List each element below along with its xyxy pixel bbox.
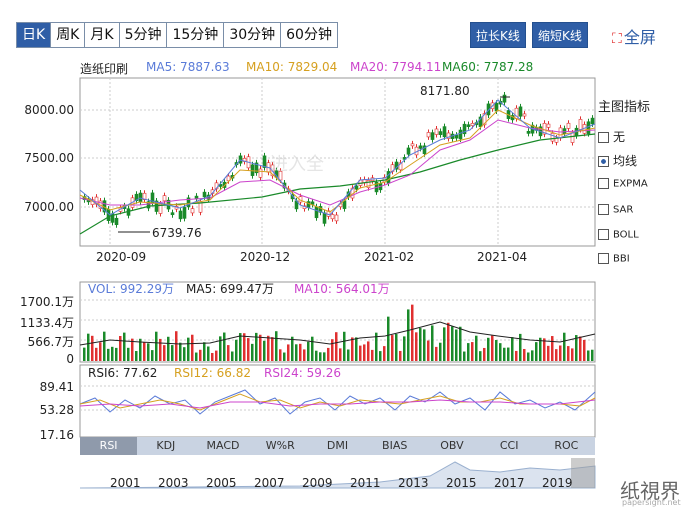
- chart-name: 造纸印刷: [80, 62, 129, 76]
- indicator-panel-title: 主图指标: [598, 100, 651, 115]
- x-tick-2021-02: 2021-02: [364, 250, 415, 264]
- ma60-readout: MA60: 7787.28: [442, 60, 534, 74]
- indicator-option-expma[interactable]: EXPMA: [598, 178, 648, 190]
- fullscreen-icon: ⛶: [612, 31, 622, 47]
- tab-cci[interactable]: CCI: [499, 439, 519, 452]
- rsi-tick-3: 17.16: [39, 428, 74, 442]
- ma20-readout: MA20: 7794.11: [350, 60, 442, 74]
- year-label: 2011: [350, 476, 381, 490]
- checkbox-checked-icon: [598, 156, 609, 167]
- tab-obv[interactable]: OBV: [440, 439, 464, 452]
- option-label: SAR: [613, 204, 634, 216]
- year-label: 2019: [542, 476, 573, 490]
- vol-tick-1: 1700.1万: [20, 295, 74, 309]
- vol-ma10-readout: MA10: 564.01万: [294, 282, 390, 296]
- tab-15min[interactable]: 15分钟: [167, 23, 225, 47]
- rsi24-readout: RSI24: 59.26: [264, 366, 341, 380]
- indicator-option-ma[interactable]: 均线: [598, 152, 637, 169]
- vol-tick-2: 1133.4万: [20, 316, 74, 330]
- stretch-kline-button[interactable]: 拉长K线: [470, 22, 526, 48]
- year-label: 2007: [254, 476, 285, 490]
- checkbox-icon: [598, 204, 609, 215]
- checkbox-icon: [598, 178, 609, 189]
- x-tick-2021-04: 2021-04: [477, 250, 528, 264]
- year-label: 2017: [494, 476, 525, 490]
- vol-readout: VOL: 992.29万: [88, 282, 174, 296]
- option-label: 均线: [613, 154, 638, 168]
- tab-day[interactable]: 日K: [17, 23, 52, 47]
- brand-site: papersight.net: [622, 498, 681, 507]
- checkbox-icon: [598, 229, 609, 240]
- vol-tick-3: 566.7万: [27, 335, 74, 349]
- period-tabs: 日K 周K 月K 5分钟 15分钟 30分钟 60分钟: [16, 22, 338, 48]
- indicator-option-boll[interactable]: BOLL: [598, 229, 639, 241]
- option-label: 无: [613, 130, 626, 144]
- year-label: 2001: [110, 476, 141, 490]
- indicator-tabs: RSI KDJ MACD W%R DMI BIAS OBV CCI ROC: [80, 437, 595, 455]
- y-tick-7500: 7500.00: [24, 151, 74, 165]
- year-label: 2015: [446, 476, 477, 490]
- timeline-handle[interactable]: [571, 458, 595, 488]
- timeline[interactable]: 2001 2003 2005 2007 2009 2011 2013 2015 …: [80, 458, 595, 490]
- ma60-line: [79, 133, 596, 235]
- y-tick-7000: 7000.00: [24, 200, 74, 214]
- rsi-tick-1: 89.41: [39, 380, 74, 394]
- indicator-option-bbi[interactable]: BBI: [598, 253, 630, 265]
- ma5-readout: MA5: 7887.63: [146, 60, 230, 74]
- x-tick-2020-12: 2020-12: [240, 250, 291, 264]
- tab-wr[interactable]: W%R: [265, 439, 295, 452]
- fullscreen-label: 全屏: [623, 28, 656, 47]
- fullscreen-button[interactable]: ⛶ 全屏: [612, 24, 656, 48]
- rsi12-readout: RSI12: 66.82: [174, 366, 251, 380]
- ma10-readout: MA10: 7829.04: [246, 60, 338, 74]
- volume-bars: [83, 304, 594, 361]
- rsi6-readout: RSI6: 77.62: [88, 366, 158, 380]
- vol-ma-line: [79, 321, 596, 346]
- ma10-line: [79, 109, 596, 213]
- tab-macd[interactable]: MACD: [206, 439, 240, 452]
- ma20-line: [79, 119, 596, 206]
- tab-5min[interactable]: 5分钟: [119, 23, 168, 47]
- checkbox-icon: [598, 253, 609, 264]
- tab-60min[interactable]: 60分钟: [281, 23, 337, 47]
- indicator-option-none[interactable]: 无: [598, 128, 625, 145]
- x-tick-2020-09: 2020-09: [96, 250, 147, 264]
- vol-tick-4: 0: [66, 352, 74, 366]
- option-label: BBI: [613, 253, 630, 265]
- tab-roc[interactable]: ROC: [554, 439, 579, 452]
- low-price-label: 6739.76: [152, 226, 202, 240]
- tab-dmi[interactable]: DMI: [326, 439, 349, 452]
- shrink-kline-button[interactable]: 缩短K线: [532, 22, 588, 48]
- year-label: 2005: [206, 476, 237, 490]
- rsi12-line: [79, 393, 596, 411]
- indicator-option-sar[interactable]: SAR: [598, 204, 633, 216]
- tab-week[interactable]: 周K: [51, 23, 86, 47]
- tab-bias[interactable]: BIAS: [382, 439, 408, 452]
- option-label: BOLL: [613, 229, 639, 241]
- y-tick-8000: 8000.00: [24, 103, 74, 117]
- brand-watermark: 纸視界: [620, 479, 680, 503]
- high-price-label: 8171.80: [420, 84, 470, 98]
- tab-rsi[interactable]: RSI: [80, 437, 138, 455]
- chart-watermark: 进入全: [270, 154, 324, 175]
- option-label: EXPMA: [613, 178, 648, 190]
- year-label: 2009: [302, 476, 333, 490]
- tab-month[interactable]: 月K: [85, 23, 120, 47]
- ma5-line: [79, 99, 596, 216]
- tab-kdj[interactable]: KDJ: [156, 439, 176, 452]
- year-label: 2003: [158, 476, 189, 490]
- rsi-tick-2: 53.28: [39, 403, 74, 417]
- tab-30min[interactable]: 30分钟: [224, 23, 282, 47]
- checkbox-icon: [598, 132, 609, 143]
- rsi24-line: [79, 399, 596, 409]
- year-label: 2013: [398, 476, 429, 490]
- vol-ma5-readout: MA5: 699.47万: [186, 282, 275, 296]
